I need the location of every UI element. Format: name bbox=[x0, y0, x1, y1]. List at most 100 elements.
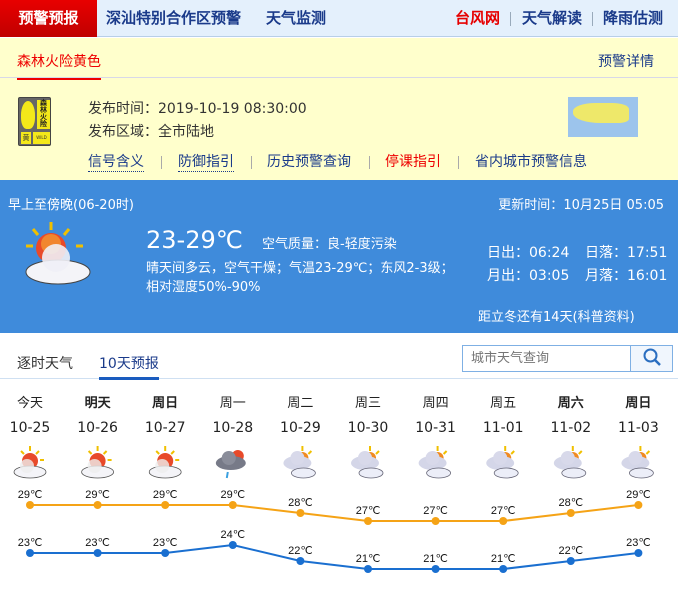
high-temp-label: 28℃ bbox=[559, 497, 584, 509]
top-nav: 预警预报 深汕特别合作区预警 天气监测 台风网 天气解读 降雨估测 bbox=[0, 0, 678, 37]
nav-shanshan[interactable]: 深汕特别合作区预警 bbox=[106, 9, 242, 27]
forecast-date: 10-26 bbox=[77, 420, 118, 436]
humidity: 相对湿度50%-90% bbox=[146, 280, 261, 295]
link-history[interactable]: 历史预警查询 bbox=[267, 154, 351, 170]
high-temp-label: 27℃ bbox=[423, 505, 448, 517]
high-temp-point bbox=[634, 501, 643, 509]
partly-cloudy-icon bbox=[13, 446, 47, 479]
moonrise: 月出：03:05 bbox=[487, 268, 570, 284]
forecast-date: 11-03 bbox=[618, 420, 659, 436]
divider bbox=[458, 156, 459, 169]
nav-weather-analysis[interactable]: 天气解读 bbox=[522, 9, 583, 27]
low-temp-label: 24℃ bbox=[221, 529, 246, 541]
sunrise: 日出：06:24 bbox=[487, 245, 570, 261]
current-weather-panel: 早上至傍晚(06-20时) 更新时间：10月25日 05:05 23-29℃ 空… bbox=[0, 180, 678, 333]
solar-term-notice[interactable]: 距立冬还有14天(科普资料) bbox=[478, 310, 635, 325]
forecast-date: 11-01 bbox=[482, 420, 524, 436]
low-temp-point bbox=[634, 549, 643, 557]
issue-time: 发布时间：2019-10-19 08:30:00 bbox=[88, 101, 307, 117]
nav-brand[interactable]: 预警预报 bbox=[0, 0, 97, 37]
low-temp-point bbox=[228, 541, 237, 549]
low-temp-point bbox=[93, 549, 102, 557]
forecast-day-name: 周五 bbox=[490, 396, 517, 411]
forecast-day-name: 周日 bbox=[152, 396, 179, 411]
high-temp-label: 27℃ bbox=[356, 505, 381, 517]
low-temp-point bbox=[364, 565, 372, 573]
high-temp-point bbox=[228, 501, 237, 509]
low-temp-point bbox=[499, 565, 508, 573]
high-temp-point bbox=[161, 501, 170, 509]
low-temp-point bbox=[566, 557, 575, 565]
city-search bbox=[462, 345, 673, 372]
nav-typhoon[interactable]: 台风网 bbox=[455, 9, 501, 27]
high-temp-label: 29℃ bbox=[153, 489, 178, 501]
forecast-date: 10-28 bbox=[212, 420, 254, 436]
high-temp-label: 27℃ bbox=[491, 505, 516, 517]
link-defense-guide[interactable]: 防御指引 bbox=[178, 154, 234, 172]
forecast-date: 10-30 bbox=[347, 420, 389, 436]
low-temp-point bbox=[161, 549, 170, 557]
link-school-closure[interactable]: 停课指引 bbox=[385, 154, 441, 170]
forecast-date: 10-29 bbox=[280, 420, 321, 436]
forecast-day-name: 周二 bbox=[287, 396, 314, 411]
high-temp-point bbox=[296, 509, 305, 517]
warning-panel: 森林火险黄色 预警详情 bbox=[0, 38, 678, 180]
warning-tabs: 森林火险黄色 预警详情 bbox=[0, 38, 678, 80]
low-temp-point bbox=[26, 549, 34, 557]
warning-map-thumbnail[interactable] bbox=[568, 97, 638, 137]
partly-cloudy-icon bbox=[148, 446, 182, 479]
high-temp-label: 29℃ bbox=[626, 489, 651, 501]
forecast-date: 10-25 bbox=[9, 420, 51, 436]
sunny-cloudy-icon bbox=[25, 222, 91, 285]
nav-weather-monitor[interactable]: 天气监测 bbox=[266, 9, 327, 27]
cloudy-icon bbox=[486, 446, 519, 479]
forecast-day-name: 周日 bbox=[625, 396, 652, 411]
high-temp-point bbox=[93, 501, 102, 509]
low-temp-point bbox=[431, 565, 440, 573]
divider bbox=[369, 156, 370, 169]
forecast-day-name: 明天 bbox=[84, 396, 111, 411]
low-temp-line bbox=[30, 543, 639, 570]
tab-forest-fire-yellow[interactable]: 森林火险黄色 bbox=[17, 51, 101, 80]
low-temp-label: 21℃ bbox=[423, 553, 448, 565]
high-temp-label: 29℃ bbox=[221, 489, 246, 501]
divider bbox=[251, 156, 252, 169]
high-temp-point bbox=[566, 509, 575, 517]
high-temp-label: 28℃ bbox=[288, 497, 313, 509]
high-temp-point bbox=[499, 517, 508, 525]
nav-rain-estimate[interactable]: 降雨估测 bbox=[603, 9, 664, 27]
high-temp-line bbox=[30, 504, 639, 522]
high-temp-label: 29℃ bbox=[18, 489, 43, 501]
forecast-day-name: 周一 bbox=[219, 396, 246, 411]
warning-detail-link[interactable]: 预警详情 bbox=[598, 54, 654, 70]
link-province-warnings[interactable]: 省内城市预警信息 bbox=[475, 154, 587, 170]
low-temp-label: 22℃ bbox=[559, 545, 584, 557]
divider bbox=[592, 12, 593, 26]
cloudy-icon bbox=[283, 446, 316, 479]
divider bbox=[161, 156, 162, 169]
city-search-input[interactable] bbox=[463, 346, 630, 371]
partly-cloudy-icon bbox=[81, 446, 114, 479]
forecast-day-name: 周四 bbox=[422, 396, 449, 411]
rain-shower-icon bbox=[215, 450, 246, 479]
low-temp-point bbox=[296, 557, 305, 565]
forecast-date: 10-27 bbox=[144, 420, 186, 436]
high-temp-point bbox=[364, 517, 372, 525]
cloudy-icon bbox=[351, 446, 384, 479]
forecast-tabs: 逐时天气 10天预报 bbox=[0, 333, 678, 380]
weather-desc: 晴天间多云，空气干燥；气温23-29℃；东风2-3级； bbox=[146, 261, 454, 276]
link-signal-meaning[interactable]: 信号含义 bbox=[88, 154, 144, 172]
tab-10day[interactable]: 10天预报 bbox=[99, 353, 159, 380]
low-temp-label: 23℃ bbox=[626, 537, 651, 549]
high-temp-point bbox=[431, 517, 440, 525]
cloudy-icon bbox=[553, 446, 587, 479]
forecast-day-name: 周六 bbox=[557, 396, 584, 411]
forecast-day-name: 周三 bbox=[354, 396, 381, 411]
search-button[interactable] bbox=[630, 346, 672, 371]
low-temp-label: 23℃ bbox=[18, 537, 43, 549]
issue-area: 发布区域：全市陆地 bbox=[88, 124, 214, 140]
sunset: 日落：17:51 bbox=[585, 245, 668, 261]
high-temp-label: 29℃ bbox=[85, 489, 110, 501]
tab-hourly[interactable]: 逐时天气 bbox=[17, 356, 73, 372]
